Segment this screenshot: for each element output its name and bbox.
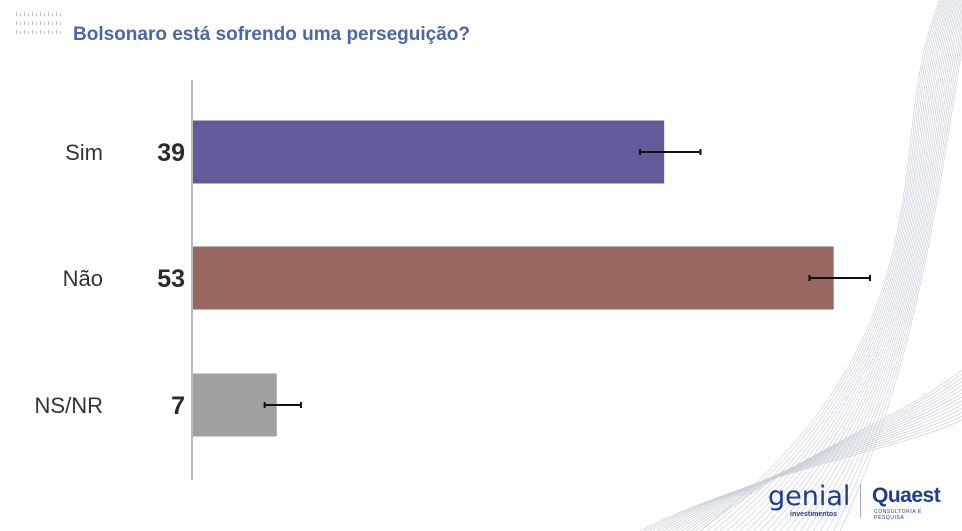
bar-2 [192,373,277,437]
wave-line [699,369,962,531]
wave-line [667,396,962,531]
wave-line [833,36,962,531]
wave-line [753,0,952,531]
wave-line [826,26,962,531]
wave-line [813,9,962,531]
bar-0 [192,120,665,184]
wave-line [713,0,944,531]
wave-line [649,411,962,531]
wave-line [639,419,962,531]
genial-logo-word: genial [768,481,851,512]
chart-title: Bolsonaro está sofrendo uma perseguição? [73,24,470,45]
wave-line [706,0,942,531]
wave-line [658,404,962,531]
category-label-1: Não [63,266,103,291]
wave-line [685,381,962,531]
quaest-logo-sub: CONSULTORIA E PESQUISA [874,509,922,521]
category-label-0: Sim [65,140,103,165]
wave-line [819,17,962,531]
quaest-logo-word: Quaest [872,484,941,507]
wave-line [695,373,962,531]
genial-logo-sub: investimentos [790,511,838,518]
wave-line [672,392,962,531]
wave-line [726,0,947,531]
wave-line [773,0,957,531]
wave-line [662,400,962,531]
wave-line [699,0,941,531]
wave-line [806,2,962,531]
wave-line [719,0,945,531]
wave-line [653,408,962,531]
wave-line [681,385,962,531]
wave-line [644,415,962,531]
wave-line [739,0,949,531]
value-label-2: 7 [171,392,185,420]
genial-logo: genial investimentos [768,481,850,521]
bar-1 [192,246,834,310]
header-dots-icon [16,12,61,34]
value-label-0: 39 [157,139,185,167]
category-label-2: NS/NR [35,393,103,418]
wave-line [839,46,962,531]
wave-line [690,377,962,531]
logo-divider [860,484,861,518]
wave-line [733,0,948,531]
value-label-1: 53 [157,265,185,293]
quaest-logo: Quaest CONSULTORIA E PESQUISA [872,484,952,521]
wave-line [746,0,951,531]
wave-line [676,388,962,531]
